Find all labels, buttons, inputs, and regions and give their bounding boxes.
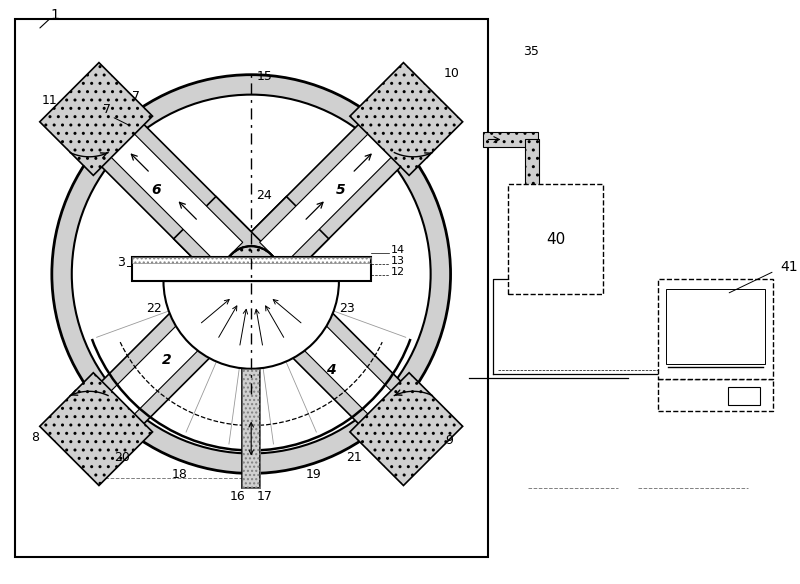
Polygon shape — [260, 122, 403, 266]
Polygon shape — [68, 91, 329, 352]
Text: 2: 2 — [162, 353, 171, 367]
Text: 16: 16 — [230, 491, 245, 503]
Polygon shape — [68, 197, 329, 457]
Text: 40: 40 — [546, 232, 566, 246]
Bar — [131, 257, 371, 263]
Text: 15: 15 — [256, 69, 272, 83]
Text: 5: 5 — [336, 183, 346, 197]
Polygon shape — [350, 373, 462, 485]
Bar — [728, 387, 759, 405]
Text: 17: 17 — [256, 491, 272, 503]
Text: 4: 4 — [326, 363, 335, 377]
Text: 21: 21 — [346, 451, 362, 464]
Text: 9: 9 — [446, 434, 453, 447]
Bar — [508, 185, 603, 294]
Polygon shape — [40, 373, 153, 485]
Bar — [131, 257, 371, 281]
Bar — [242, 369, 260, 488]
Circle shape — [52, 75, 450, 474]
Text: 35: 35 — [523, 45, 539, 58]
Bar — [658, 279, 773, 379]
Text: 20: 20 — [114, 451, 130, 464]
Bar — [15, 19, 489, 557]
Text: 19: 19 — [306, 468, 322, 481]
Text: 18: 18 — [171, 468, 187, 481]
Text: 6: 6 — [151, 183, 161, 197]
Text: 11: 11 — [42, 94, 57, 107]
Text: 23: 23 — [339, 302, 354, 315]
Bar — [483, 131, 538, 147]
Text: 7: 7 — [131, 89, 139, 103]
Bar — [666, 289, 765, 364]
Polygon shape — [99, 283, 242, 426]
Text: 8: 8 — [31, 431, 39, 444]
Text: 22: 22 — [146, 302, 162, 315]
Polygon shape — [260, 283, 403, 426]
Circle shape — [223, 246, 279, 302]
Bar — [242, 369, 260, 488]
Text: 12: 12 — [390, 267, 405, 277]
Text: 10: 10 — [443, 67, 459, 80]
Text: 24: 24 — [256, 189, 272, 202]
Polygon shape — [174, 91, 434, 352]
Text: 7: 7 — [102, 103, 110, 116]
Circle shape — [72, 95, 430, 454]
Polygon shape — [40, 62, 153, 175]
Bar — [658, 379, 773, 411]
Text: 13: 13 — [390, 256, 405, 266]
Bar — [526, 140, 539, 244]
Wedge shape — [163, 281, 339, 369]
Text: 3: 3 — [117, 256, 125, 269]
Text: 41: 41 — [781, 260, 798, 274]
Polygon shape — [350, 62, 462, 175]
Polygon shape — [174, 197, 434, 457]
Polygon shape — [99, 122, 242, 266]
Text: 14: 14 — [390, 245, 405, 255]
Text: 1: 1 — [50, 8, 59, 22]
